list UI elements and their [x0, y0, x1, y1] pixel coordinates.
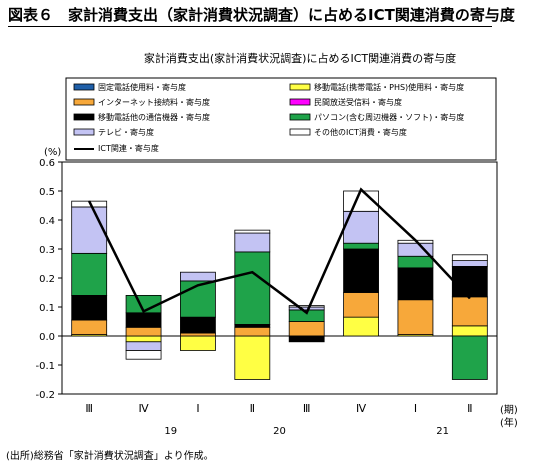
bar-s7-c1: [125, 350, 162, 360]
bar-s7-c7: [451, 254, 488, 262]
legend-label-6: テレビ・寄与度: [98, 127, 154, 137]
y-tick-label-8: 0.6: [39, 158, 55, 169]
bar-s6-c1: [125, 341, 162, 351]
y-tick-label-1: -0.1: [35, 361, 55, 372]
bar-s7-c3: [234, 229, 271, 234]
bar-s5-c0: [71, 252, 108, 296]
x-tick-label-7: Ⅱ: [467, 402, 472, 415]
bar-s1-c7: [451, 325, 488, 337]
bar-s4-c3: [234, 323, 271, 328]
x-tick-label-5: Ⅳ: [356, 402, 367, 415]
ict-line-point-7: [469, 297, 471, 299]
year-label-1: 20: [273, 426, 286, 437]
x-tick-label-6: Ⅰ: [414, 402, 417, 415]
bar-s2-c1: [125, 326, 162, 337]
bar-s6-c7: [451, 260, 488, 267]
legend-label-5: パソコン(含む周辺機器・ソフト)・寄与度: [314, 112, 464, 122]
bar-s6-c2: [180, 271, 216, 282]
legend-swatch-4: [73, 113, 95, 121]
ict-line-point-1: [143, 310, 145, 312]
y-tick-label-7: 0.5: [39, 187, 55, 198]
bar-s5-c7: [451, 335, 488, 380]
y-tick-label-2: 0.0: [39, 332, 55, 343]
y-tick-label-5: 0.3: [39, 245, 55, 256]
y-tick-label-3: 0.1: [39, 303, 55, 314]
figure-title: 図表６ 家計消費支出（家計消費状況調査）に占めるICT関連消費の寄与度: [8, 6, 515, 24]
x-tick-label-4: Ⅲ: [303, 402, 311, 415]
x-axis-unit-0: (期): [500, 404, 518, 416]
bar-s4-c6: [397, 267, 434, 301]
legend-swatch-7: [289, 128, 311, 136]
x-tick-label-2: Ⅰ: [196, 402, 199, 415]
bar-s5-c6: [397, 255, 434, 269]
y-tick-label-6: 0.4: [39, 216, 55, 227]
bar-s2-c4: [288, 321, 325, 337]
bar-s4-c1: [125, 312, 162, 328]
ict-line: [88, 187, 471, 315]
title-underline: [8, 26, 492, 27]
plot-area: -0.2 -0.1 0.0 0.1 0.2 0.3 0.4 0.5 0.6(%) Ⅲ Ⅳ Ⅰ Ⅱ Ⅲ Ⅳ Ⅰ Ⅱ…: [35, 147, 517, 437]
ict-line-point-0: [88, 200, 90, 202]
year-label-0: 19: [164, 426, 177, 437]
bar-s4-c7: [451, 265, 488, 298]
legend: 固定電話使用料・寄与度 移動電話(携帯電話・PHS)使用料・寄与度インターネット接…: [65, 77, 497, 161]
ict-line-point-2: [197, 284, 199, 286]
bar-s2-c7: [451, 296, 488, 327]
year-label-2: 21: [436, 426, 449, 437]
bar-s6-c0: [71, 206, 108, 254]
legend-swatch-5: [289, 113, 311, 121]
x-tick-label-1: Ⅳ: [138, 402, 149, 415]
legend-label-7: その他のICT消費・寄与度: [314, 127, 407, 137]
legend-swatch-2: [73, 98, 95, 106]
legend-swatch-1: [289, 83, 311, 91]
legend-swatch-3: [289, 98, 311, 106]
bar-s1-c5: [343, 316, 379, 337]
ict-line-point-4: [306, 312, 308, 314]
bar-s4-c0: [71, 294, 108, 321]
bar-s2-c6: [397, 299, 434, 335]
bar-s4-c2: [180, 316, 216, 334]
bar-s4-c5: [343, 248, 379, 293]
bar-s1-c2: [180, 335, 216, 351]
bar-s5-c2: [180, 280, 216, 318]
y-tick-label-0: -0.2: [35, 390, 55, 401]
bar-s2-c0: [71, 319, 108, 335]
legend-label-0: 固定電話使用料・寄与度: [98, 82, 186, 92]
legend-swatch-6: [73, 128, 95, 136]
bar-s5-c5: [343, 242, 379, 250]
y-axis-label: (%): [44, 147, 61, 158]
legend-swatch-0: [73, 83, 95, 91]
bar-s5-c3: [234, 251, 271, 325]
bar-s7-c4: [288, 305, 325, 308]
source-note: (出所)総務省「家計消費状況調査」より作成。: [6, 451, 214, 462]
bar-s6-c3: [234, 232, 271, 253]
legend-box: [65, 77, 497, 161]
legend-label-2: インターネット接続料・寄与度: [98, 97, 210, 107]
y-tick-label-4: 0.2: [39, 274, 55, 285]
ict-line-point-5: [360, 189, 362, 191]
ict-line-point-6: [414, 239, 416, 241]
legend-label-1: 移動電話(携帯電話・PHS)使用料・寄与度: [314, 82, 464, 92]
x-tick-label-3: Ⅱ: [250, 402, 255, 415]
chart-title: 家計消費支出(家計消費状況調査)に占めるICT関連消費の寄与度: [144, 51, 456, 65]
bar-s2-c2: [180, 332, 216, 337]
legend-label-3: 民間放送受信料・寄与度: [314, 97, 402, 107]
bar-s6-c4: [288, 306, 325, 311]
ict-line-point-3: [251, 271, 253, 273]
x-axis-unit-1: (年): [500, 416, 518, 429]
bar-s2-c5: [343, 292, 379, 318]
bar-s4-c4: [288, 335, 325, 343]
legend-line-label: ICT関連・寄与度: [98, 143, 159, 153]
x-tick-label-0: Ⅲ: [85, 402, 93, 415]
bar-s2-c3: [234, 326, 271, 337]
bar-s1-c3: [234, 335, 271, 380]
legend-label-4: 移動電話他の通信機器・寄与度: [98, 112, 210, 122]
bar-s1-c1: [125, 335, 162, 343]
